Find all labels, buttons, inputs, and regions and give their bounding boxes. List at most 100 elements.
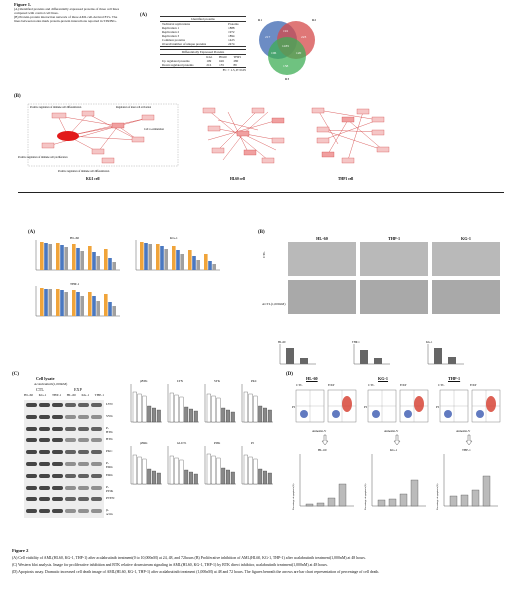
venn-value: 1435 — [282, 44, 289, 48]
chart-bar — [80, 296, 84, 316]
blot-band — [65, 473, 76, 478]
chart-bar — [112, 262, 116, 270]
table-cell: Up regulated proteins — [162, 59, 190, 63]
chart-title: HL-60 — [278, 341, 286, 344]
blot-band — [26, 414, 37, 419]
viability-charts: HL-60 KG-1 THP-1 — [35, 236, 220, 317]
chart-bar — [374, 358, 382, 364]
chart-bar — [137, 393, 142, 423]
blot-band — [65, 414, 76, 419]
chart-bar — [248, 393, 253, 423]
blot-band — [26, 438, 37, 443]
table-cell: 626 — [219, 59, 224, 63]
chart-bar — [132, 391, 137, 423]
blot-band — [78, 462, 89, 466]
blot-band — [52, 509, 63, 514]
chart-bars — [140, 242, 216, 270]
chart-bar — [184, 406, 189, 423]
blot-band — [91, 438, 102, 443]
blot-band — [91, 403, 102, 407]
fig2-panel-d-label: (D) — [286, 372, 293, 377]
network-node — [243, 149, 257, 156]
chart-bar — [180, 254, 184, 270]
viability-chart-kg1: KG-1 — [135, 236, 220, 271]
chart-bar — [399, 493, 408, 507]
flow-cluster — [372, 410, 380, 418]
blot-band — [26, 473, 37, 478]
table-cell: THP1 — [233, 55, 242, 59]
table-cell: Technical replications — [162, 22, 191, 26]
blot-group: EXP — [74, 387, 82, 392]
blot-lane-label: THP-1 — [51, 393, 62, 397]
figure-divider — [18, 192, 504, 193]
chart-bar — [226, 409, 230, 423]
blot-band — [52, 438, 63, 443]
figure1-caption-line: (A) Identified proteins and differential… — [14, 7, 120, 11]
chart-bar — [267, 409, 272, 423]
venn-diagram: R1 R2 R3 217 223 191 1435 106 120 158 — [258, 18, 316, 81]
apoptosis-bar-title: THP-1 — [462, 448, 471, 452]
chart-bar — [193, 473, 198, 485]
network-title: KG1 cell — [86, 177, 99, 181]
flow-axis-label: PI — [292, 405, 295, 409]
table-cell: Replication 2 — [162, 30, 180, 34]
blot-band — [52, 485, 63, 490]
blot-subtitle: Acalabrutinib(1,000nM) — [34, 382, 68, 386]
network-node — [271, 117, 285, 124]
chart-bar — [434, 348, 442, 364]
blot-band — [39, 509, 50, 514]
chart-bar — [132, 454, 137, 485]
chart-bar — [104, 294, 108, 316]
chart-bar — [169, 392, 174, 423]
chart-bar — [44, 289, 48, 316]
chart-title: PI3K — [214, 441, 221, 445]
chart-bar — [286, 348, 294, 364]
chart-bar — [338, 483, 347, 507]
table-cell: HL60 — [219, 55, 227, 59]
chart-title: pERK — [140, 441, 148, 445]
chart-bar — [208, 261, 212, 270]
network-node — [51, 112, 67, 119]
apoptosis-bar-title: HL-60 — [318, 448, 327, 452]
viability-chart-thp1: THP-1 — [35, 282, 120, 317]
figure2-title: Figure 2 — [12, 548, 29, 553]
chart-bar — [148, 244, 152, 270]
chart-bar — [80, 251, 84, 270]
network-annotation: Cell co-stimulation — [144, 128, 165, 131]
down-arrow-icon — [321, 434, 329, 446]
blot-band — [39, 438, 50, 443]
network-node — [91, 148, 105, 155]
table-cell: 1972 — [228, 30, 235, 34]
figure1-caption-line: lines between nodes mark protein-protein… — [14, 19, 117, 23]
blot-band — [39, 473, 50, 478]
network-node — [271, 137, 285, 144]
chart-bar — [88, 246, 92, 270]
blot-row-label: BTK — [106, 437, 113, 442]
blot-lane-label: HL-60 — [24, 393, 34, 397]
network-node — [316, 137, 330, 144]
chart-bar — [253, 458, 258, 485]
chart-bar — [112, 306, 116, 316]
flow-cluster — [444, 410, 452, 418]
network-node — [141, 114, 155, 121]
flow-cluster — [414, 396, 424, 412]
blot-title: Cell lysate — [36, 376, 55, 381]
quant-chart: PKC — [241, 379, 273, 423]
table-cell: Common proteins — [162, 38, 185, 42]
chart-bar — [72, 244, 76, 270]
chart-bar — [305, 503, 314, 507]
venn-value: 217 — [265, 35, 271, 39]
proliferation-bars: HL-60 THP-1 KG-1 — [278, 341, 464, 365]
flow-label: EXP — [470, 383, 477, 387]
blot-row-label: LYN — [106, 402, 113, 406]
network-node — [341, 116, 355, 123]
chart-bar — [460, 494, 469, 507]
apoptosis-col-title: HL-60 — [306, 376, 318, 381]
chart-bar — [226, 469, 230, 485]
figure2-caption-line: (A) Cell viability of AML(HL60, KG-1, TH… — [12, 556, 366, 560]
chart-bar — [221, 467, 226, 485]
blot-band — [78, 509, 89, 514]
chart-bar — [206, 393, 211, 423]
chart-bar — [144, 243, 148, 270]
network-node — [376, 146, 390, 153]
